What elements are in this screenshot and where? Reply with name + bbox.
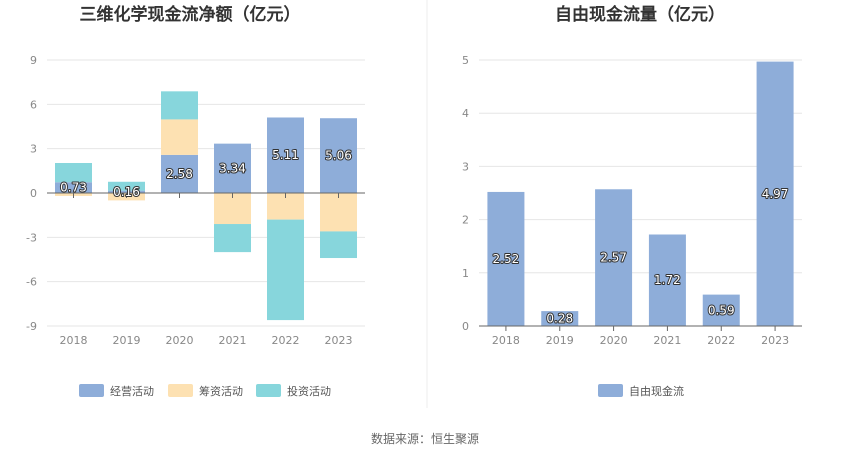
left-x-tick-label: 2018 [60,334,88,347]
right-y-tick-label: 5 [462,54,469,67]
data-label-2019: 0.28 [546,312,573,326]
bar-自由现金流-2021 [648,234,686,326]
legend-swatch [168,384,193,397]
legend-item-自由现金流[interactable]: 自由现金流 [598,384,684,398]
bar-投资活动-2021 [214,224,251,253]
bar-自由现金流-2018 [487,191,525,326]
bar-自由现金流-2019 [541,311,579,326]
right-y-tick-label: 1 [462,267,469,280]
bar-投资活动-2019 [108,181,145,191]
bar-筹资活动-2020 [161,119,198,155]
data-label-2019: 0.16 [113,185,140,199]
legend-swatch [79,384,104,397]
legend-item-筹资活动[interactable]: 筹资活动 [168,384,243,398]
data-label-2018: 2.52 [493,252,520,266]
left-x-tick-label: 2022 [272,334,300,347]
bar-经营活动-2019 [108,190,145,193]
source-note: 数据来源：恒生聚源 [371,431,479,446]
right-chart: 5 4 3 2 1 0 2.52 2018 0.28 2019 2.57 2020 1.72 2021 0.… [462,54,802,398]
left-chart: 9 6 3 0 -3 -6 -9 2018 2019 2020 2021 2022 2023 0.73 0.… [26,54,365,398]
left-chart-title: 三维化学现金流净额（亿元） [80,4,301,25]
legend-label: 筹资活动 [199,384,243,398]
bar-自由现金流-2020 [595,189,633,326]
left-y-tick-label: -9 [26,320,37,333]
bar-筹资活动-2023 [320,193,357,232]
right-chart-title: 自由现金流量（亿元） [555,4,725,25]
bar-自由现金流-2023 [756,61,794,326]
left-x-tick-label: 2023 [325,334,353,347]
data-label-2020: 2.58 [166,167,193,181]
bar-投资活动-2023 [320,231,357,259]
bar-经营活动-2020 [161,154,198,193]
left-y-tick-label: 0 [30,187,37,200]
legend-item-投资活动[interactable]: 投资活动 [256,384,331,398]
left-y-tick-label: -3 [26,231,37,244]
bar-投资活动-2020 [161,91,198,120]
right-x-tick-label: 2023 [761,334,789,347]
bar-经营活动-2021 [214,143,251,193]
left-x-tick-label: 2019 [113,334,141,347]
right-x-tick-label: 2018 [492,334,520,347]
right-x-tick-label: 2022 [707,334,735,347]
left-y-tick-label: 3 [30,143,37,156]
data-label-2021: 3.34 [219,161,246,175]
data-label-2023: 5.06 [325,149,352,163]
right-x-tick-label: 2021 [653,334,681,347]
bar-投资活动-2022 [267,219,304,321]
data-label-2018: 0.73 [60,181,87,195]
right-y-tick-label: 3 [462,160,469,173]
bar-筹资活动-2021 [214,193,251,225]
left-y-tick-label: 9 [30,54,37,67]
left-x-tick-label: 2021 [219,334,247,347]
legend-label: 经营活动 [110,384,154,398]
bar-自由现金流-2022 [702,294,740,326]
legend-swatch [598,384,623,397]
legend-swatch [256,384,281,397]
left-y-tick-label: -6 [26,276,37,289]
right-y-tick-label: 2 [462,214,469,227]
legend-label: 自由现金流 [629,384,684,398]
legend-label: 投资活动 [287,384,331,398]
bar-投资活动-2018 [55,163,92,183]
legend-item-经营活动[interactable]: 经营活动 [79,384,154,398]
data-label-2021: 1.72 [654,273,681,287]
right-x-tick-label: 2019 [546,334,574,347]
bar-经营活动-2022 [267,117,304,193]
left-x-tick-label: 2020 [166,334,194,347]
left-y-tick-label: 6 [30,98,37,111]
data-label-2022: 5.11 [272,148,299,162]
right-y-tick-label: 0 [462,320,469,333]
bar-经营活动-2023 [320,118,357,193]
data-label-2020: 2.57 [600,251,627,265]
data-label-2022: 0.59 [708,303,735,317]
right-y-tick-label: 4 [462,107,469,120]
right-x-tick-label: 2020 [600,334,628,347]
bar-经营活动-2018 [55,182,92,193]
data-label-2023: 4.97 [762,187,789,201]
